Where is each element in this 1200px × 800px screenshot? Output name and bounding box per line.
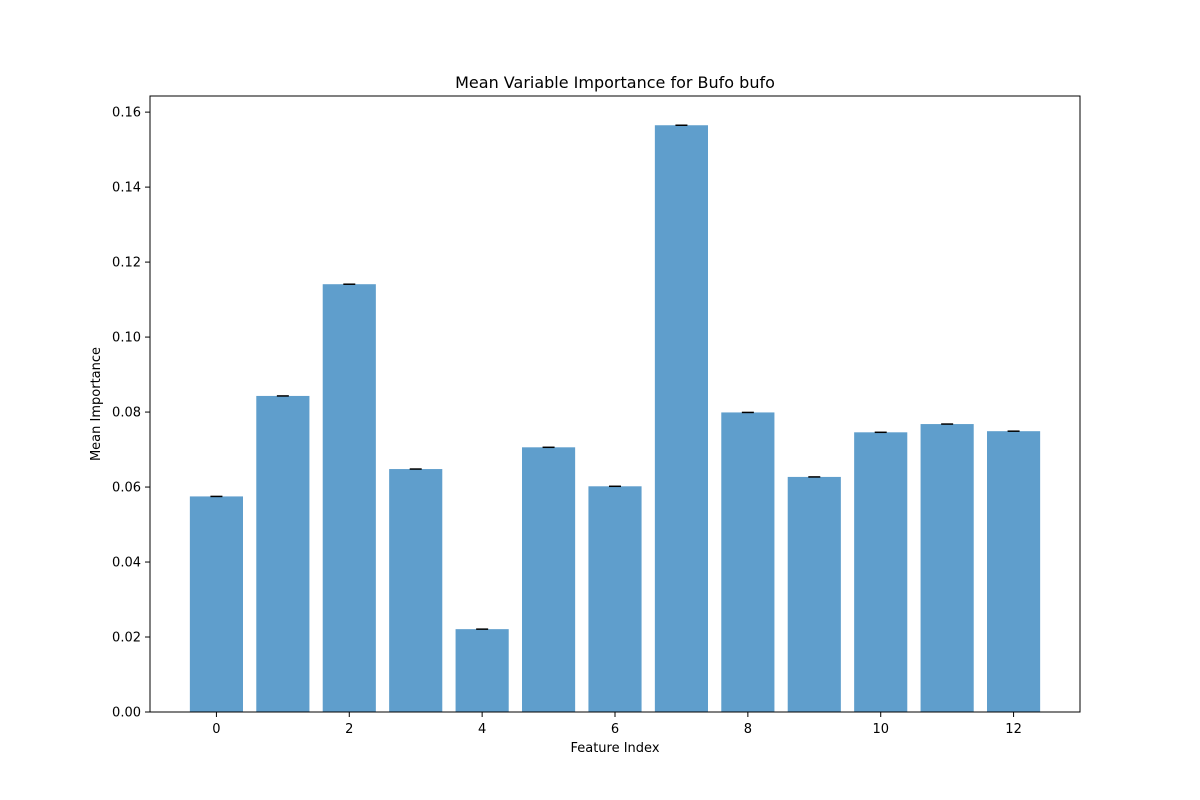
bar-5 bbox=[522, 447, 576, 712]
y-tick-label: 0.00 bbox=[112, 706, 141, 721]
bar-6 bbox=[588, 486, 642, 712]
y-tick-label: 0.06 bbox=[112, 481, 141, 496]
bar-12 bbox=[987, 431, 1041, 712]
bars-layer bbox=[189, 125, 1041, 712]
x-tick-label: 2 bbox=[345, 722, 353, 737]
bar-11 bbox=[920, 424, 974, 712]
y-tick-label: 0.10 bbox=[112, 331, 141, 346]
bar-7 bbox=[654, 125, 708, 712]
bar-9 bbox=[787, 476, 841, 712]
x-tick-label: 0 bbox=[212, 722, 220, 737]
x-tick-label: 8 bbox=[744, 722, 752, 737]
bar-8 bbox=[721, 412, 775, 712]
x-tick-label: 4 bbox=[478, 722, 486, 737]
y-tick-label: 0.02 bbox=[112, 631, 141, 646]
y-tick-label: 0.08 bbox=[112, 406, 141, 421]
y-axis-ticks: 0.00 0.02 0.04 0.06 0.08 0.10 0.12 0.14 0.16 bbox=[112, 106, 150, 721]
bar-4 bbox=[455, 629, 509, 712]
y-axis-label: Mean Importance bbox=[89, 347, 104, 461]
bar-3 bbox=[389, 469, 443, 712]
x-tick-label: 12 bbox=[1005, 722, 1022, 737]
y-tick-label: 0.12 bbox=[112, 256, 141, 271]
bar-2 bbox=[322, 284, 376, 712]
y-tick-label: 0.04 bbox=[112, 556, 141, 571]
error-bars-layer bbox=[210, 124, 1020, 630]
chart-title: Mean Variable Importance for Bufo bufo bbox=[455, 73, 775, 92]
bar-0 bbox=[189, 496, 243, 712]
x-axis-label: Feature Index bbox=[570, 741, 659, 756]
x-tick-label: 10 bbox=[872, 722, 889, 737]
x-tick-label: 6 bbox=[611, 722, 619, 737]
bar-1 bbox=[256, 395, 310, 712]
y-tick-label: 0.14 bbox=[112, 181, 141, 196]
bar-10 bbox=[854, 432, 908, 712]
x-axis-ticks: 0 2 4 6 8 10 12 bbox=[212, 712, 1022, 737]
plot-frame bbox=[149, 95, 1081, 713]
y-tick-label: 0.16 bbox=[112, 106, 141, 121]
